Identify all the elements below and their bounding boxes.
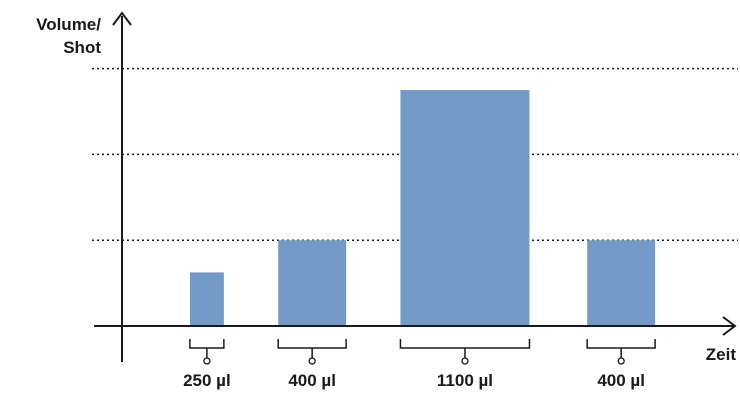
duration-bracket-2 <box>277 339 347 349</box>
duration-brackets <box>189 339 656 365</box>
volume-labels: 250 µl 400 µl 1100 µl 400 µl <box>183 371 645 390</box>
volume-label-1: 250 µl <box>183 371 231 390</box>
x-axis-label: Zeit <box>706 345 737 364</box>
bracket-node-3 <box>461 357 469 365</box>
duration-bracket-4 <box>586 339 656 349</box>
y-axis-arrowhead <box>112 11 132 26</box>
bar-4 <box>587 240 656 326</box>
volume-label-4: 400 µl <box>597 371 645 390</box>
x-axis-arrowhead <box>722 316 737 336</box>
bar-3 <box>400 90 530 326</box>
duration-bracket-3 <box>399 339 531 349</box>
y-axis-label-line-2: Shot <box>63 38 101 57</box>
bracket-node-2 <box>308 357 316 365</box>
volume-label-3: 1100 µl <box>437 371 493 390</box>
bracket-node-1 <box>203 357 211 365</box>
duration-bracket-1 <box>189 339 225 349</box>
bar-2 <box>278 240 347 326</box>
bar-1 <box>189 272 224 326</box>
volume-label-2: 400 µl <box>288 371 336 390</box>
bracket-node-4 <box>617 357 625 365</box>
y-axis-label-line-1: Volume/ <box>36 15 101 34</box>
bars <box>189 90 656 326</box>
axes <box>94 11 737 362</box>
